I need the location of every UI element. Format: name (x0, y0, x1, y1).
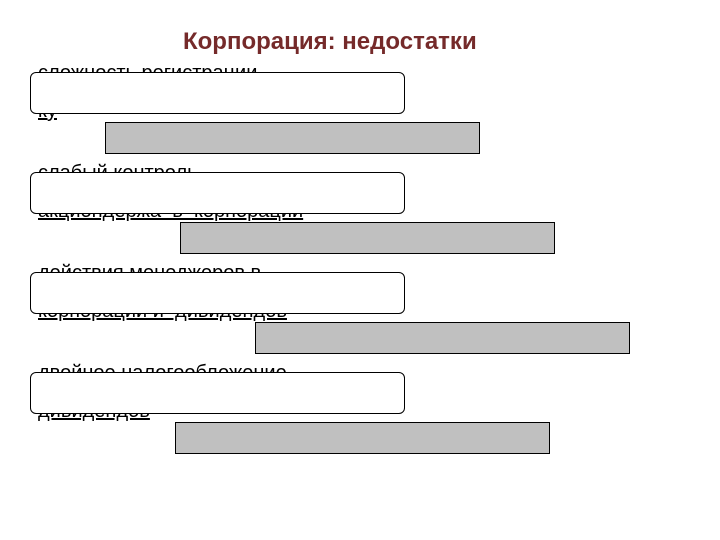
gray-bar-3 (255, 322, 630, 354)
gray-bar-1 (105, 122, 480, 154)
gray-bar-2 (180, 222, 555, 254)
white-box-3 (30, 272, 405, 314)
slide-title: Корпорация: недостатки (183, 28, 477, 56)
white-box-1 (30, 72, 405, 114)
gray-bar-4 (175, 422, 550, 454)
white-box-4 (30, 372, 405, 414)
white-box-2 (30, 172, 405, 214)
slide: Корпорация: недостатки сложность регистр… (0, 0, 720, 540)
